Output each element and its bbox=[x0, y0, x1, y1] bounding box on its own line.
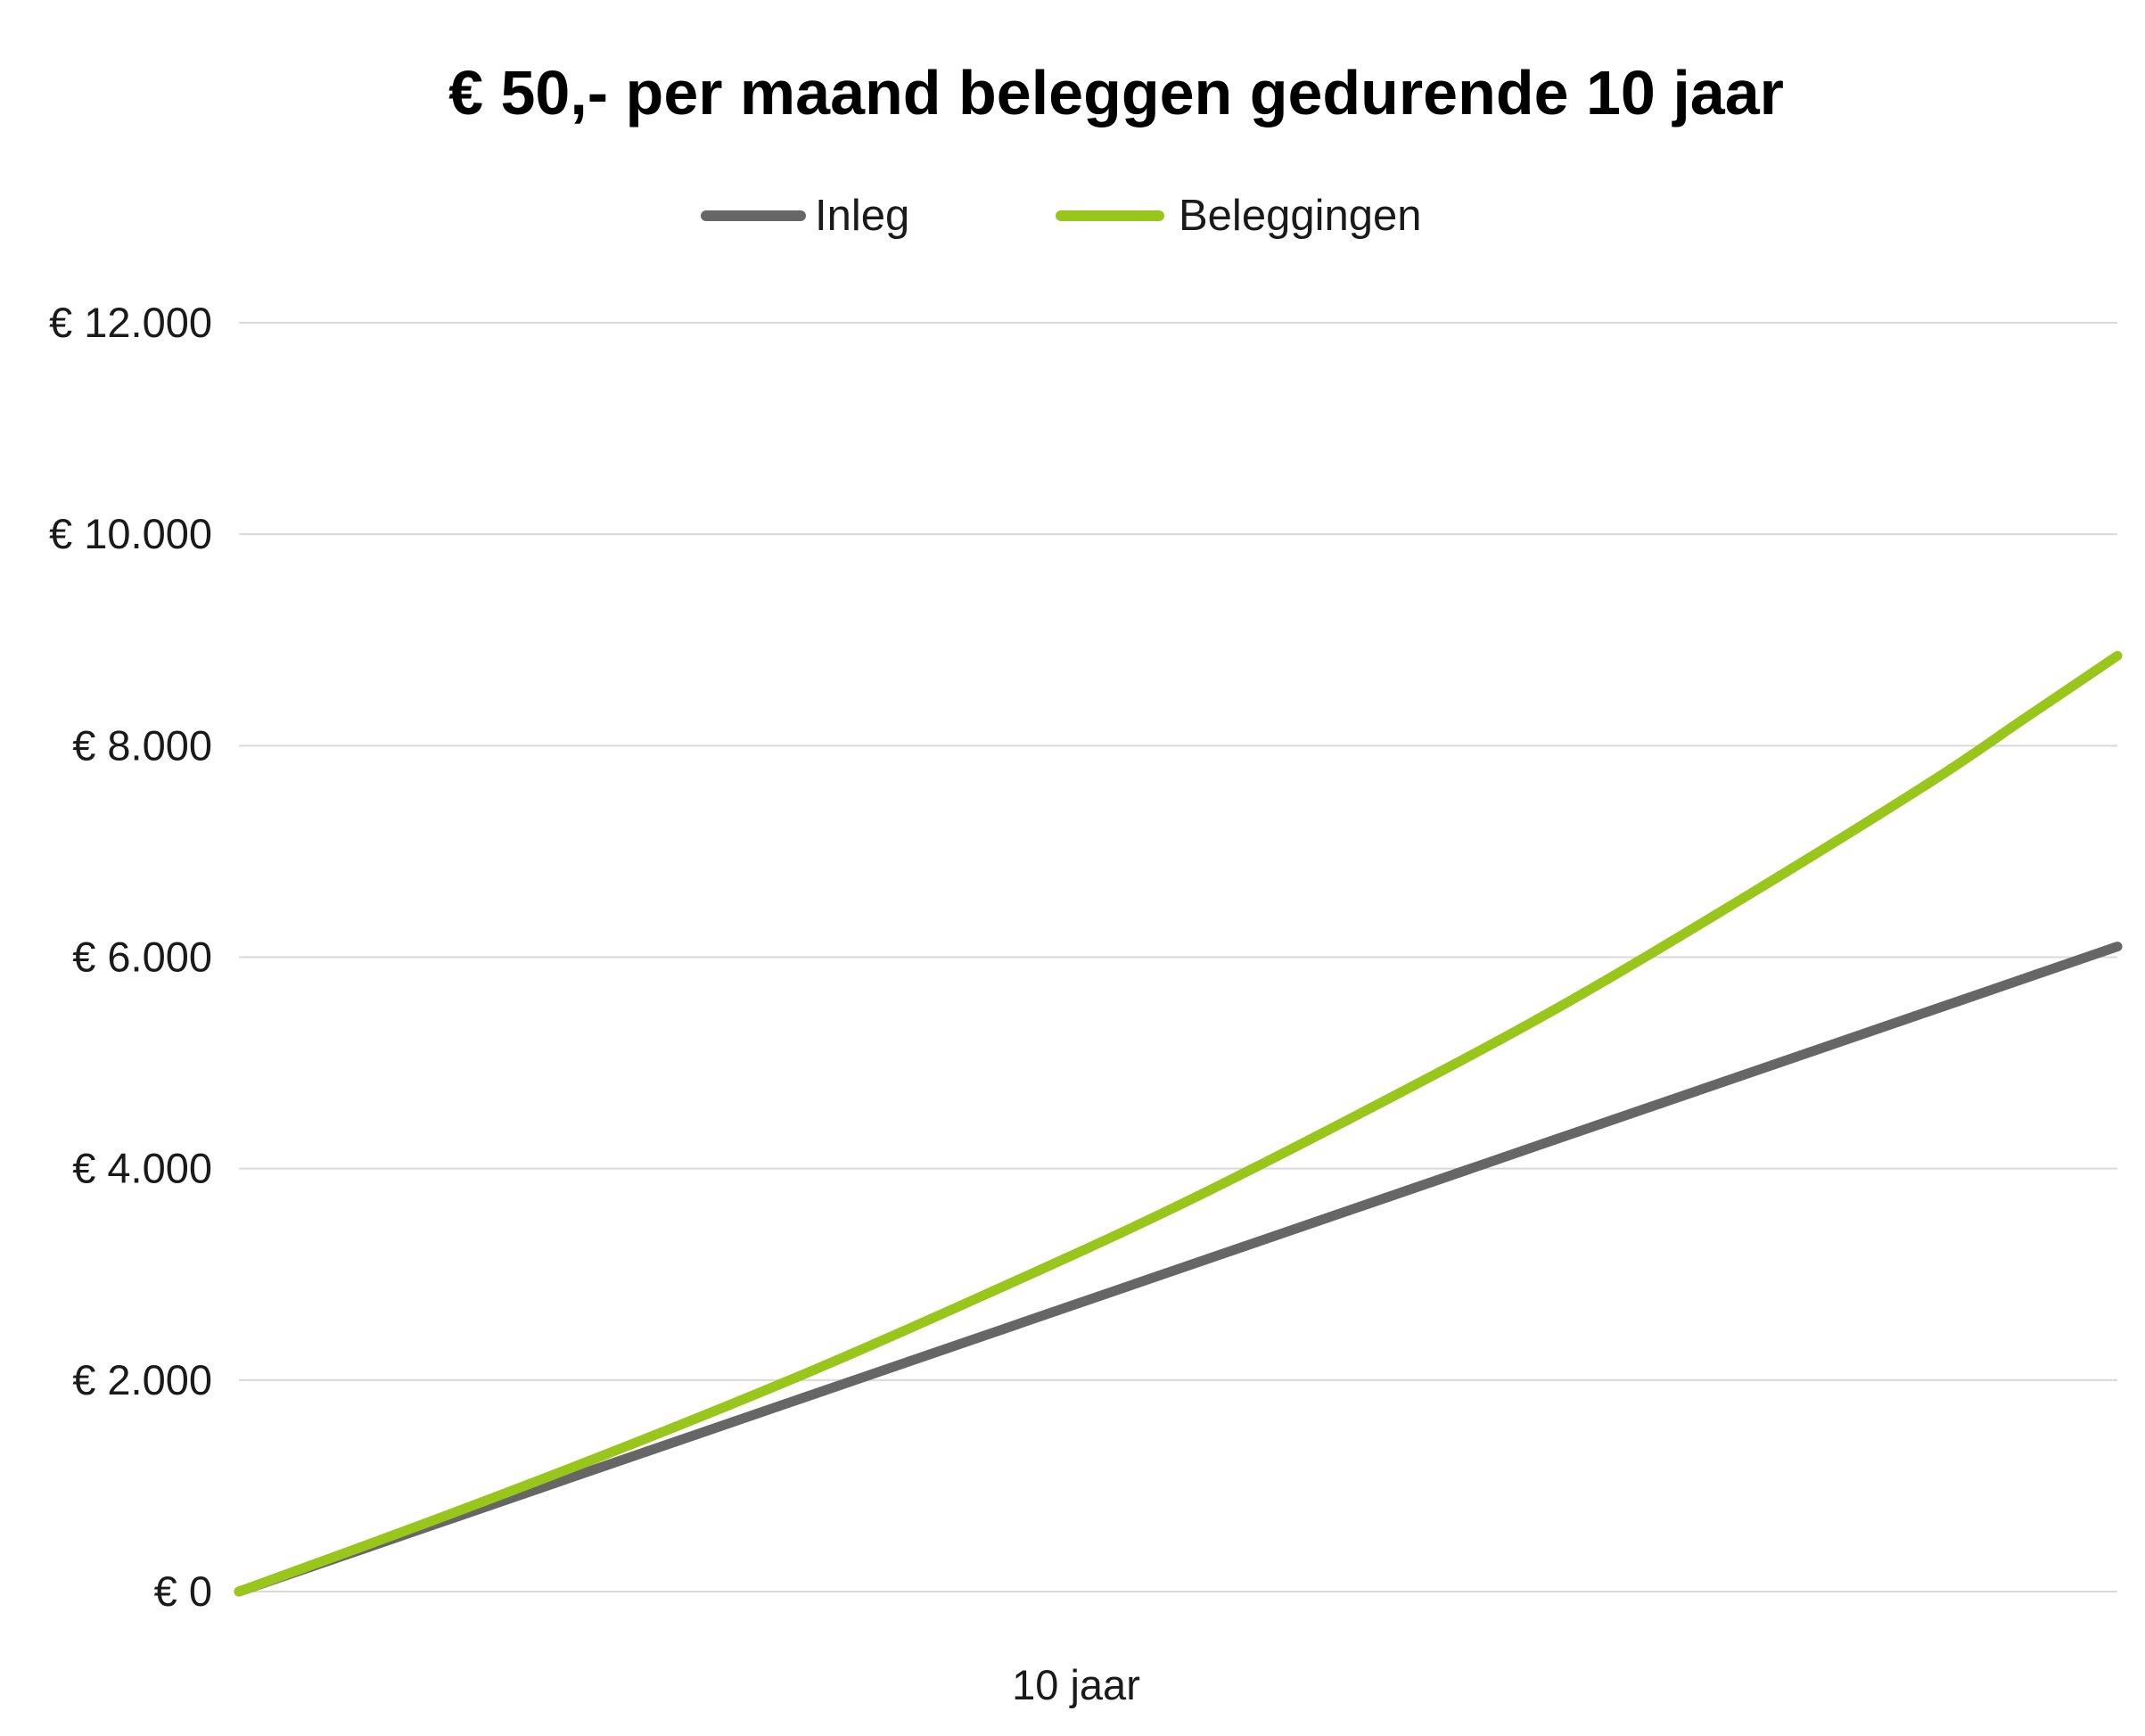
y-tick-label: € 2.000 bbox=[72, 1356, 212, 1403]
legend-item-inleg: Inleg bbox=[701, 192, 909, 240]
gridlines bbox=[239, 322, 2117, 1592]
chart-title: € 50,- per maand beleggen gedurende 10 j… bbox=[448, 58, 1784, 128]
legend: Inleg Beleggingen bbox=[701, 192, 1421, 240]
legend-item-beleggingen: Beleggingen bbox=[1056, 192, 1421, 240]
y-tick-label: € 6.000 bbox=[72, 934, 212, 981]
x-axis-label: 10 jaar bbox=[1012, 1661, 1140, 1708]
y-axis-tick-labels: € 0 € 2.000 € 4.000 € 6.000 € 8.000 € 10.000 €… bbox=[49, 299, 212, 1615]
series-line-inleg bbox=[234, 942, 2123, 1597]
series-line-beleggingen bbox=[234, 651, 2123, 1597]
legend-label: Inleg bbox=[815, 192, 909, 240]
y-tick-label: € 8.000 bbox=[72, 721, 212, 769]
series-layer bbox=[234, 651, 2123, 1597]
y-tick-label: € 12.000 bbox=[49, 299, 212, 346]
y-tick-label: € 10.000 bbox=[49, 510, 212, 557]
y-tick-label: € 0 bbox=[154, 1567, 212, 1615]
y-tick-label: € 4.000 bbox=[72, 1145, 212, 1192]
legend-label: Beleggingen bbox=[1179, 192, 1421, 240]
